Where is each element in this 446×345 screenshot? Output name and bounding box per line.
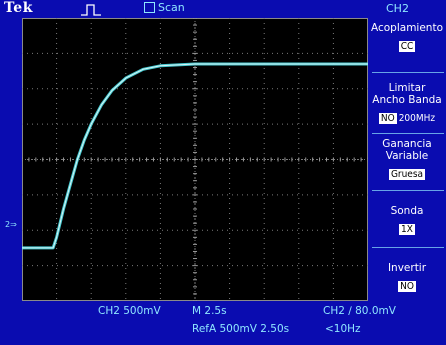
invert-value: NO bbox=[398, 281, 416, 292]
channel-scale-readout: CH2 500mV bbox=[98, 305, 161, 317]
coupling-menu-button[interactable]: Acoplamiento CC bbox=[368, 22, 446, 53]
timebase-readout: M 2.5s bbox=[192, 305, 227, 317]
oscilloscope-screen bbox=[22, 18, 368, 301]
coupling-value: CC bbox=[398, 41, 416, 52]
probe-value: 1X bbox=[399, 224, 415, 235]
graticule bbox=[22, 18, 368, 301]
scan-checkbox-icon bbox=[144, 2, 155, 13]
top-status-bar: Tek Scan CH2 bbox=[0, 0, 446, 18]
variable-gain-button[interactable]: Ganancia Variable Gruesa bbox=[368, 138, 446, 181]
probe-label: Sonda bbox=[390, 205, 424, 217]
bandwidth-value: NO bbox=[378, 113, 397, 124]
menu-channel-title: CH2 bbox=[386, 2, 409, 15]
bandwidth-label-2: Ancho Banda bbox=[372, 94, 442, 106]
gain-value: Gruesa bbox=[388, 169, 426, 180]
trigger-readout: CH2 ∕ 80.0mV bbox=[323, 305, 396, 317]
signal-trace bbox=[22, 62, 368, 250]
bandwidth-label-1: Limitar bbox=[388, 82, 426, 94]
reference-readout: RefA 500mV 2.50s bbox=[192, 323, 290, 335]
invert-label: Invertir bbox=[387, 262, 427, 274]
menu-divider bbox=[372, 190, 444, 191]
coupling-label: Acoplamiento bbox=[370, 22, 443, 34]
menu-divider bbox=[372, 247, 444, 248]
channel-menu: Acoplamiento CC Limitar Ancho Banda NO 20… bbox=[368, 20, 446, 300]
pulse-trigger-icon bbox=[80, 2, 102, 16]
menu-divider bbox=[372, 133, 444, 134]
probe-button[interactable]: Sonda 1X bbox=[368, 205, 446, 236]
gain-label-1: Ganancia bbox=[382, 138, 432, 150]
frequency-readout: <10Hz bbox=[325, 323, 361, 335]
bandwidth-limit-button[interactable]: Limitar Ancho Banda NO 200MHz bbox=[368, 82, 446, 125]
scan-indicator[interactable]: Scan bbox=[144, 1, 185, 14]
bandwidth-value-2: 200MHz bbox=[398, 113, 436, 124]
gain-label-2: Variable bbox=[385, 150, 429, 162]
channel-ground-marker: 2⇒ bbox=[5, 220, 17, 229]
scan-label: Scan bbox=[158, 1, 185, 14]
reference-trace bbox=[22, 63, 368, 249]
invert-button[interactable]: Invertir NO bbox=[368, 262, 446, 293]
brand-logo: Tek bbox=[4, 0, 33, 16]
menu-divider bbox=[372, 72, 444, 73]
